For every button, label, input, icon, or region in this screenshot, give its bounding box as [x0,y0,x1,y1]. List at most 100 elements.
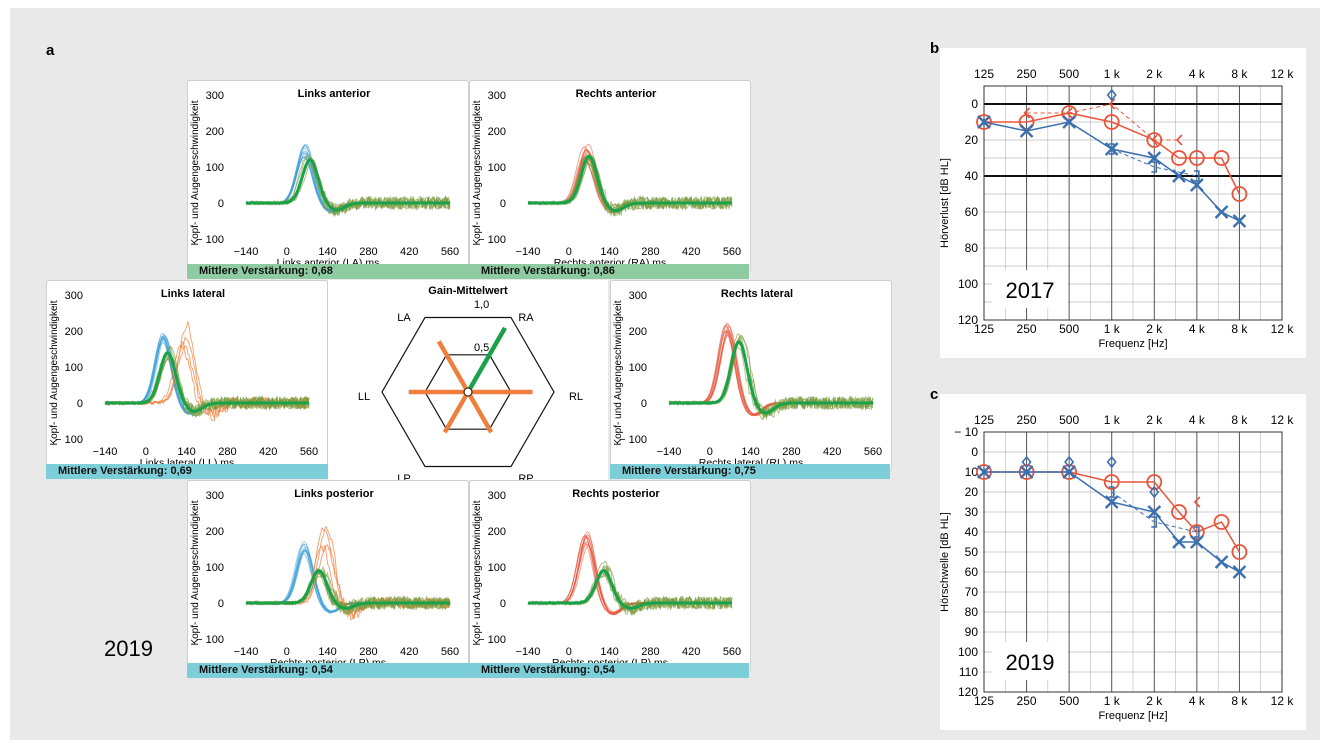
y-tick-label: 0 [77,398,83,410]
marker-cross [1147,151,1162,165]
y-tick-label: 100 [629,362,647,374]
x-axis-label: Frequenz [Hz] [1098,710,1167,722]
x-tick-label: 2 k [1146,413,1163,427]
marker-cross [1172,169,1186,183]
marker-cross [1062,115,1076,129]
y-axis-label: Hörverlust [dB HL] [940,158,951,248]
year-label: 2019 [1006,650,1055,675]
x-tick-label: 560 [723,246,741,258]
x-tick-label: 8 k [1231,413,1248,427]
radar-axis-label: RA [518,312,534,324]
gain-bar-ll: Mittlere Verstärkung: 0,69 [46,464,328,479]
x-tick-label: 500 [1059,694,1079,708]
radar-ring-outer [381,316,555,468]
x-tick-label: 12 k [1271,413,1295,427]
y-tick-label: 0 [218,198,224,210]
vor-ylabel: Kopf- und Augengeschwindigkeit [613,300,624,445]
panel-a-label: a [46,42,55,59]
y-tick-label: 120 [958,685,978,699]
x-tick-label: 0 [143,446,149,458]
marker-diamond [1021,455,1032,469]
y-tick-label: 10 [965,465,979,479]
cross-stroke [1190,535,1204,549]
y-tick-label: 0 [641,398,647,410]
audiogram-b-chart: 125 125 250 250 500 500 1 k 1 k 2 k 2 k 4 k 4 k 8 k 8… [939,67,1295,350]
y-tick-label: 30 [965,505,979,519]
year-box [992,270,1068,308]
x-tick-label: 560 [864,446,882,458]
marker-diamond [1149,485,1160,499]
figure-canvas: a b c Kopf- und Augengeschwindigkeit 300 2… [10,8,1320,740]
marker-circle [1188,150,1205,166]
vor-chart-lp: Kopf- und Augengeschwindigkeit 300 200 100 0… [190,488,459,669]
marker-circle [976,114,992,130]
vor-plot-rl: Kopf- und Augengeschwindigkeit 300 200 100 0… [610,280,892,472]
cross-stroke [977,465,991,479]
vor-plot-ra: Kopf- und Augengeschwindigkeit 300 200 100 0… [469,80,751,272]
cross-stroke [1062,115,1076,129]
marker-diamond [1106,455,1117,469]
y-tick-label: 200 [629,326,647,338]
y-tick-label: 300 [488,90,506,102]
vor-chart-la: Kopf- und Augengeschwindigkeit 300 200 100 0… [190,88,459,269]
marker-circle [1171,504,1187,520]
x-tick-label: 250 [1017,67,1037,81]
vor-ylabel: Kopf- und Augengeschwindigkeit [49,300,60,445]
x-tick-label: 420 [823,446,841,458]
gain-bar-rp: Mittlere Verstärkung: 0,54 [469,663,749,678]
x-tick-label: 12 k [1271,322,1295,336]
vor-chart-ll: Kopf- und Augengeschwindigkeit 300 200 100 0… [49,288,318,469]
gain-bar-ra: Mittlere Verstärkung: 0,86 [469,264,749,279]
marker-cross [977,465,991,479]
x-tick-label: 280 [782,446,800,458]
y-tick-label: − 100 [55,434,83,446]
panel-c-label: c [930,386,939,403]
x-tick-label: −140 [657,446,682,458]
vor-title: Links anterior [298,88,371,100]
x-tick-label: 4 k [1189,67,1206,81]
marker-cross [1104,142,1119,156]
x-tick-label: 140 [600,646,618,658]
radar-ring-label: 0,5 [474,342,489,354]
x-tick-label: 8 k [1231,67,1248,81]
x-tick-label: −140 [516,246,541,258]
vor-title: Rechts lateral [721,288,793,300]
y-tick-label: 0 [218,598,224,610]
gain-radar-box: Gain-Mittelwert 1,0 0,5 LA RA RL RP LP LL [328,280,608,480]
vor-ylabel: Kopf- und Augengeschwindigkeit [472,100,483,245]
x-tick-label: −140 [234,246,259,258]
y-tick-label: 300 [629,290,647,302]
marker-bracket-left [1175,134,1183,146]
y-tick-label: 40 [965,525,979,539]
y-tick-label: 200 [65,326,83,338]
y-tick-label: 200 [206,526,224,538]
marker-cross [1062,465,1076,479]
y-tick-label: 80 [965,241,979,255]
cross-stroke [1104,495,1119,509]
y-tick-label: 300 [206,90,224,102]
marker-bracket-left [1151,134,1158,146]
radar-axis-label: RL [569,391,583,403]
marker-bracket-right [1193,526,1200,538]
x-tick-label: 420 [400,246,418,258]
marker-cross [1232,214,1247,228]
marker-cross [1214,555,1229,569]
radar-center [463,387,473,397]
y-tick-label: 0 [500,598,506,610]
series-line-dashed [1026,103,1179,141]
x-tick-label: 420 [259,446,277,458]
x-tick-label: 125 [974,322,994,336]
cross-stroke [1172,535,1186,549]
marker-diamond [1106,88,1117,102]
vor-title: Rechts anterior [576,88,657,100]
x-tick-label: 560 [300,446,318,458]
x-tick-label: 125 [974,694,994,708]
panel-b-label: b [930,40,940,57]
x-tick-label: −140 [93,446,118,458]
marker-bracket-left [1023,107,1031,119]
marker-bracket-right [1151,516,1158,528]
marker-cross [1172,535,1186,549]
vor-ylabel: Kopf- und Augengeschwindigkeit [190,100,201,245]
x-tick-label: 280 [218,446,236,458]
